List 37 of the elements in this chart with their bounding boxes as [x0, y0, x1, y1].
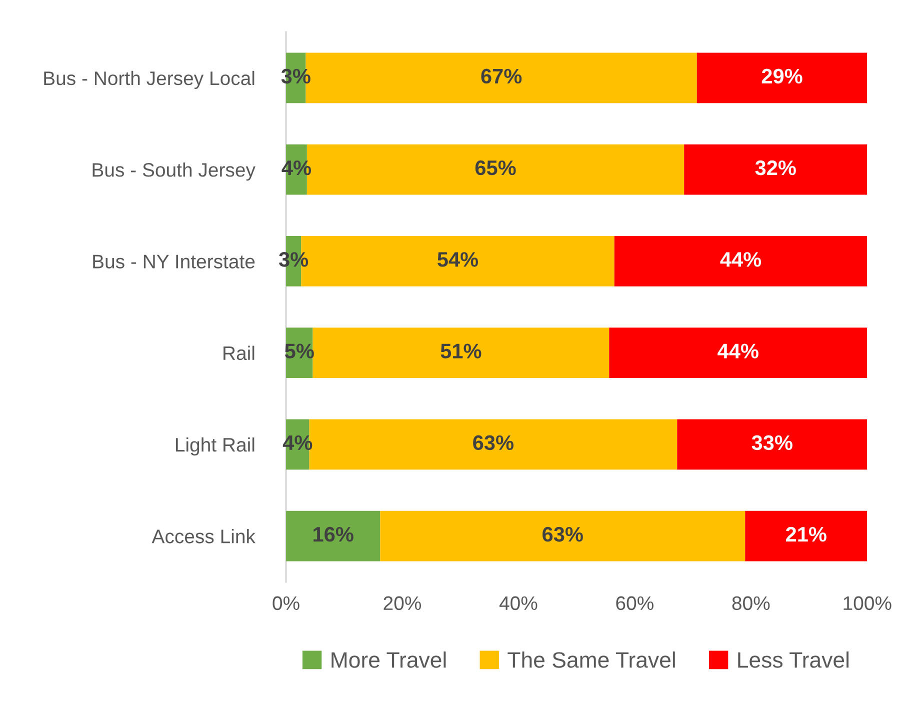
data-label: 65%: [475, 160, 516, 176]
y-tick-label: Access Link: [152, 529, 256, 544]
data-label: 63%: [473, 435, 514, 450]
data-label: 54%: [438, 252, 478, 267]
legend-label: More Travel: [332, 652, 446, 668]
data-label: 32%: [755, 160, 796, 176]
x-tick-label: 20%: [384, 596, 422, 610]
data-label: 63%: [542, 526, 583, 542]
data-label: 51%: [440, 344, 482, 358]
data-label: 44%: [718, 344, 758, 358]
data-label: 33%: [752, 435, 792, 450]
x-tick-label: 0%: [272, 596, 300, 610]
legend-label: Less Travel: [738, 652, 849, 668]
bar: [745, 510, 868, 562]
bar: [609, 328, 868, 378]
bar: [286, 510, 380, 562]
data-label: 44%: [720, 252, 762, 267]
x-tick-label: 60%: [616, 596, 654, 610]
x-tick-label: 100%: [844, 596, 892, 610]
bar: [677, 419, 868, 470]
bar: [684, 144, 868, 195]
bar: [614, 236, 868, 286]
x-tick-label: 40%: [499, 596, 538, 610]
y-tick-label: Light Rail: [176, 437, 254, 456]
y-tick-label: Bus - North Jersey Local: [44, 70, 254, 90]
data-label: 67%: [481, 68, 522, 84]
data-label: 29%: [762, 68, 802, 84]
bar: [312, 328, 610, 378]
y-tick-label: Rail: [224, 346, 254, 360]
legend-label: The Same Travel: [508, 652, 675, 668]
y-tick-label: Bus - NY Interstate: [93, 254, 255, 268]
x-tick-label: 80%: [732, 596, 770, 610]
data-label: 21%: [786, 526, 826, 542]
bar: [696, 52, 868, 104]
y-tick-label: Bus - South Jersey: [92, 162, 256, 181]
bar: [380, 510, 746, 562]
data-label: 16%: [314, 526, 354, 542]
